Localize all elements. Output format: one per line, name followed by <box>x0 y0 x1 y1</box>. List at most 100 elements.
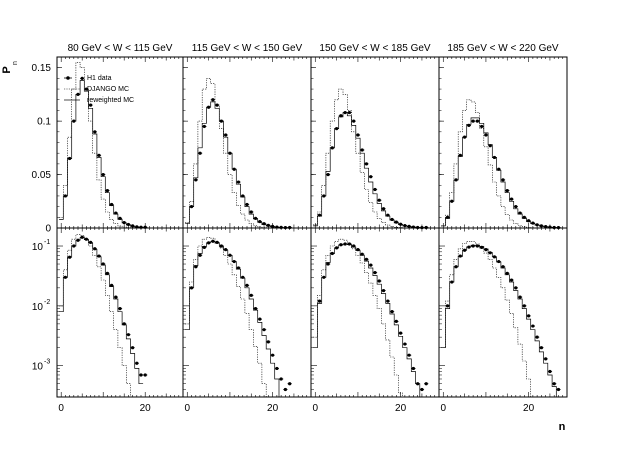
legend-reweighted-label: reweighted MC <box>87 97 134 104</box>
data-point <box>194 178 198 182</box>
data-point <box>505 271 509 275</box>
data-point <box>505 188 509 193</box>
data-point <box>386 299 390 303</box>
data-point <box>122 322 126 326</box>
data-point <box>194 265 198 269</box>
data-point <box>514 286 518 290</box>
reweighted-mc-line <box>59 237 144 385</box>
data-point <box>492 155 497 160</box>
data-point <box>122 221 126 225</box>
data-point <box>241 194 245 198</box>
data-point <box>249 210 253 214</box>
data-point <box>347 110 351 115</box>
data-point <box>271 353 275 357</box>
panel-2-log-plot <box>182 227 312 398</box>
y-tick-label: 10 <box>32 302 44 313</box>
data-point <box>467 123 471 127</box>
data-point <box>381 207 386 211</box>
panels-layer: 80 GeV < W < 115 GeV 115 GeV < W < 150 Ge… <box>32 43 568 414</box>
data-point <box>369 175 373 179</box>
data-point <box>215 240 219 244</box>
data-point <box>343 242 347 246</box>
data-point <box>527 314 531 318</box>
data-point <box>407 353 411 357</box>
reweighted-mc-line <box>313 112 425 229</box>
y-tick-label: 10 <box>32 362 44 373</box>
data-point <box>539 346 544 350</box>
data-point <box>539 224 544 228</box>
data-point <box>463 248 467 252</box>
data-point <box>488 144 492 148</box>
x-tick-label: 0 <box>58 403 64 414</box>
panel-3-linear-plot <box>310 56 440 230</box>
data-point <box>326 172 330 177</box>
data-point <box>72 119 76 123</box>
data-point <box>535 335 539 339</box>
data-point <box>202 124 206 129</box>
data-point <box>131 346 135 350</box>
data-point <box>215 103 219 107</box>
data-point <box>369 263 373 267</box>
data-point <box>531 324 535 328</box>
data-point <box>514 205 518 209</box>
data-point <box>317 299 322 303</box>
data-point <box>450 280 454 284</box>
data-point <box>262 328 266 332</box>
panel-3-log-plot <box>310 227 440 398</box>
panel-2-linear-plot <box>182 56 312 230</box>
data-point <box>492 255 497 259</box>
data-point <box>105 271 109 275</box>
data-point <box>475 119 479 123</box>
panel-4-log-plot <box>438 227 568 398</box>
x-tick-label: 20 <box>523 403 535 414</box>
data-point <box>219 119 223 123</box>
y-axis-label: P <box>1 66 13 73</box>
data-point <box>480 245 484 249</box>
y-tick-label: 0.05 <box>32 170 52 181</box>
data-point <box>275 366 279 371</box>
data-point <box>509 278 514 282</box>
data-point <box>114 211 118 215</box>
data-point <box>416 382 420 386</box>
reweighted-mc-line <box>313 243 425 398</box>
plot-frame <box>438 56 568 229</box>
data-point <box>403 342 407 346</box>
data-point <box>279 377 283 381</box>
data-point <box>445 304 450 308</box>
x-tick-label: 0 <box>184 403 190 414</box>
data-point <box>522 304 526 308</box>
data-point <box>330 251 334 256</box>
data-point <box>352 244 356 248</box>
legend-data-label: H1 data <box>87 75 112 82</box>
data-point <box>339 114 343 118</box>
data-point <box>471 244 475 248</box>
panel-4-linear-plot <box>438 56 568 230</box>
data-point <box>93 247 97 251</box>
data-point <box>463 135 467 139</box>
data-point <box>80 235 84 239</box>
data-point <box>97 254 101 258</box>
data-point <box>126 333 130 337</box>
data-point <box>211 98 215 102</box>
data-point <box>394 220 398 224</box>
data-point <box>249 293 253 297</box>
data-point <box>143 373 147 377</box>
data-point <box>335 246 339 250</box>
data-point <box>283 387 287 392</box>
data-point <box>509 197 514 201</box>
y-tick-label-exponent: -1 <box>44 239 50 246</box>
plot-frame <box>56 227 184 398</box>
data-point <box>501 265 505 269</box>
data-point <box>501 178 505 182</box>
data-point <box>467 245 471 249</box>
reweighted-mc-line <box>185 241 284 398</box>
legend: H1 data DJANGO MC reweighted MC <box>64 75 134 104</box>
data-point <box>236 266 241 270</box>
data-point <box>458 254 462 258</box>
data-point <box>207 241 211 245</box>
x-tick-label: 20 <box>395 403 407 414</box>
data-point <box>356 133 360 137</box>
data-point <box>258 317 262 321</box>
data-point <box>68 255 72 259</box>
panel-title: 115 GeV < W < 150 GeV <box>192 43 303 54</box>
